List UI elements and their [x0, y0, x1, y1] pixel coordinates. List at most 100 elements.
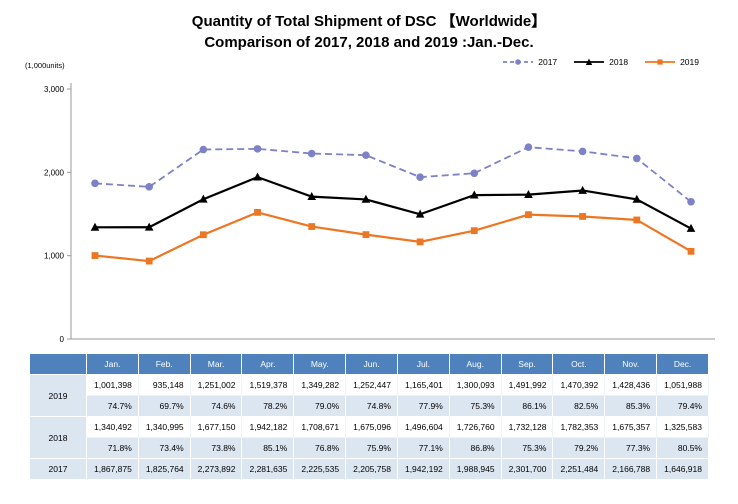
shipment-value-cell: 1,782,353 — [552, 416, 606, 438]
yoy-percentage-cell: 78.2% — [241, 395, 295, 417]
shipment-value-cell: 2,225,535 — [293, 458, 347, 480]
y-tick-label: 0 — [60, 335, 65, 344]
shipment-value-cell: 1,051,988 — [656, 374, 709, 396]
shipment-value-cell: 1,470,392 — [552, 374, 606, 396]
shipment-value-cell: 1,325,583 — [656, 416, 709, 438]
data-point-2017 — [199, 145, 208, 154]
shipment-value-cell: 1,428,436 — [604, 374, 658, 396]
shipment-value-cell: 1,825,764 — [137, 458, 191, 480]
year-label: 2017 — [29, 458, 87, 480]
series-line-2018 — [94, 175, 692, 230]
data-point-2018 — [253, 172, 262, 181]
data-point-2018 — [524, 190, 533, 199]
series-line-2017 — [94, 146, 692, 203]
legend-swatch-2018 — [574, 58, 605, 65]
table-corner-cell — [29, 353, 87, 375]
chart-title: Quantity of Total Shipment of DSC 【World… — [0, 0, 738, 53]
shipment-value-cell: 1,867,875 — [86, 458, 139, 480]
data-point-2017 — [416, 173, 424, 181]
shipment-value-cell: 935,148 — [137, 374, 191, 396]
shipment-value-cell: 1,340,492 — [86, 416, 139, 438]
month-header: Apr. — [241, 353, 295, 375]
y-tick-label: 1,000 — [44, 252, 65, 261]
data-point-2017 — [524, 143, 533, 151]
month-header: May. — [293, 353, 347, 375]
legend-item-2017: 2017 — [502, 57, 557, 67]
yoy-percentage-cell: 85.3% — [604, 395, 658, 417]
data-point-2019 — [308, 223, 316, 230]
shipment-value-cell: 1,732,128 — [500, 416, 554, 438]
table-row: 71.8% 73.4% 73.8% 85.1% 76.8% 75.9% 77.1% 86.8%… — [30, 437, 709, 459]
yoy-percentage-cell: 86.8% — [448, 437, 502, 459]
yoy-percentage-cell: 79.0% — [293, 395, 347, 417]
data-point-2017 — [91, 179, 99, 188]
month-header: Aug. — [448, 353, 502, 375]
data-point-2019 — [687, 247, 695, 255]
y-tick-label: 2,000 — [44, 168, 65, 177]
y-axis-unit-label: (1,000units) — [25, 61, 65, 70]
yoy-percentage-cell: 76.8% — [293, 437, 347, 459]
shipment-value-cell: 1,519,378 — [241, 374, 295, 396]
data-point-2017 — [307, 149, 316, 158]
table-header-row: Jan. Feb. Mar. Apr. May. Jun. Jul. Aug. Sep. Oct.… — [29, 353, 709, 375]
yoy-percentage-cell: 85.1% — [241, 437, 295, 459]
y-tick-label: 3,000 — [44, 85, 65, 94]
data-point-2019 — [362, 231, 370, 239]
month-header: Oct. — [552, 353, 606, 375]
data-point-2018 — [686, 223, 696, 232]
yoy-percentage-cell: 77.1% — [396, 437, 450, 459]
month-header: Jun. — [345, 353, 398, 375]
yoy-percentage-cell: 82.5% — [552, 395, 606, 417]
legend-label-2017: 2017 — [538, 57, 558, 67]
data-table: Jan. Feb. Mar. Apr. May. Jun. Jul. Aug. Sep. Oct.… — [29, 353, 709, 480]
month-header: Jul. — [396, 353, 450, 375]
shipment-value-cell: 1,251,002 — [189, 374, 243, 396]
shipment-value-cell: 2,166,788 — [604, 458, 658, 480]
data-point-2019 — [525, 211, 532, 219]
data-point-2017 — [470, 169, 479, 178]
legend-swatch-2019 — [645, 59, 676, 65]
data-point-2017 — [253, 145, 262, 153]
data-point-2019 — [145, 257, 153, 265]
shipment-value-cell: 1,726,760 — [448, 416, 502, 438]
shipment-value-cell: 2,273,892 — [189, 458, 243, 480]
data-point-2017 — [578, 147, 587, 156]
yoy-percentage-cell: 75.3% — [500, 437, 554, 459]
chart-title-line2: Comparison of 2017, 2018 and 2019 :Jan.-… — [204, 34, 534, 51]
data-point-2019 — [579, 213, 587, 220]
table-row: 2017 1,867,875 1,825,764 2,273,892 2,281,635… — [29, 458, 709, 480]
year-label: 2018 — [29, 416, 87, 459]
yoy-percentage-cell: 74.8% — [345, 395, 398, 417]
table-row: 2019 1,001,398 935,148 1,251,002 1,519,378 1,… — [29, 374, 709, 417]
yoy-percentage-cell: 69.7% — [137, 395, 191, 417]
legend-swatch-2017 — [503, 59, 534, 65]
legend-item-2018: 2018 — [573, 57, 628, 67]
legend-label-2018: 2018 — [609, 57, 629, 67]
month-header: Nov. — [604, 353, 658, 375]
shipment-value-cell: 1,491,992 — [500, 374, 554, 396]
shipment-value-cell: 1,252,447 — [345, 374, 398, 396]
shipment-value-cell: 1,165,401 — [396, 374, 450, 396]
month-header: Feb. — [137, 353, 191, 375]
data-point-2018 — [199, 194, 208, 203]
month-header: Sep. — [500, 353, 554, 375]
yoy-percentage-cell: 71.8% — [86, 437, 139, 459]
shipment-value-cell: 1,496,604 — [396, 416, 450, 438]
data-point-2019 — [470, 227, 478, 235]
shipment-value-cell: 1,349,282 — [293, 374, 347, 396]
year-label: 2019 — [29, 374, 87, 417]
month-header: Dec. — [656, 353, 709, 375]
month-header: Jan. — [86, 353, 139, 375]
yoy-percentage-cell: 75.9% — [345, 437, 398, 459]
data-point-2018 — [144, 222, 154, 231]
yoy-percentage-cell: 79.2% — [552, 437, 606, 459]
shipment-value-cell: 1,001,398 — [86, 374, 139, 396]
data-point-2019 — [633, 216, 641, 224]
yoy-percentage-cell: 73.8% — [189, 437, 243, 459]
data-point-2018 — [361, 194, 371, 203]
chart-legend: 2017 2018 2019 — [502, 57, 699, 67]
yoy-percentage-cell: 77.9% — [396, 395, 450, 417]
data-point-2018 — [632, 194, 642, 203]
data-point-2019 — [91, 252, 99, 259]
